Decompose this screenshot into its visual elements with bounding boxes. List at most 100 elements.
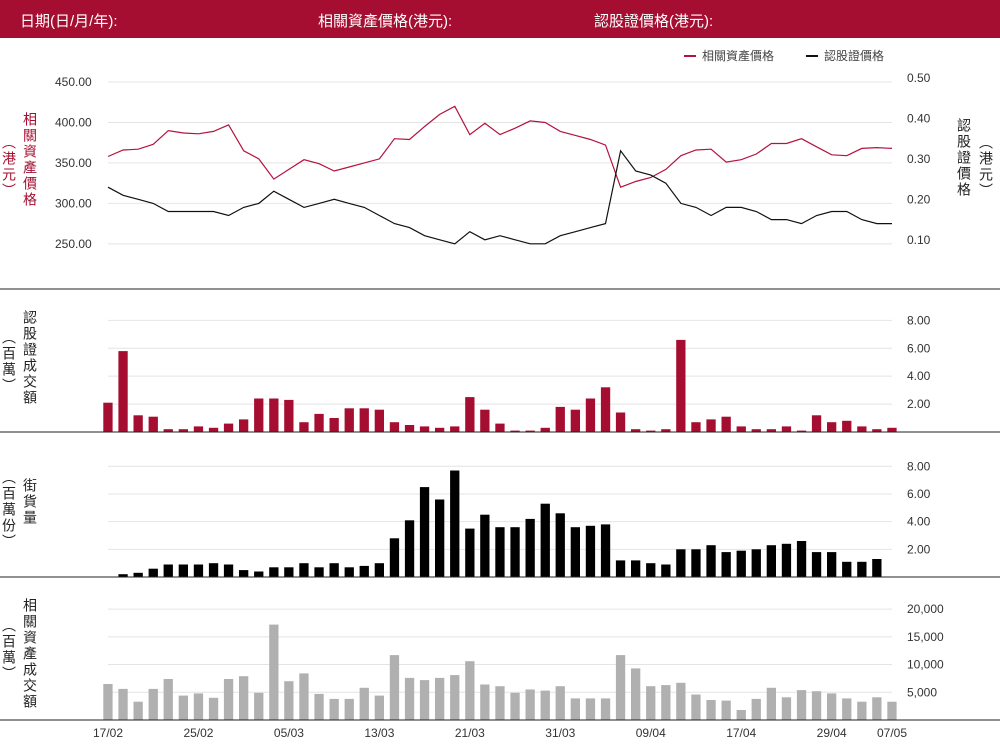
warrant-price-line — [107, 149, 892, 245]
underlying-turnover-bar — [570, 698, 580, 720]
warrant-turnover-bar — [465, 397, 475, 432]
street-bar — [163, 564, 173, 577]
street-tick-label: 4.00 — [907, 515, 931, 529]
warrant-turnover-bar — [721, 416, 731, 432]
street-bar — [495, 527, 505, 577]
underlying-turnover-bar — [239, 676, 249, 720]
underlying-turnover-bar — [615, 655, 626, 720]
warrant-turnover-bar — [872, 429, 882, 432]
underlying-turnover-bar — [540, 690, 550, 720]
right-tick-label: 0.40 — [907, 111, 931, 125]
warrant-turnover-tick-label: 4.00 — [907, 369, 931, 383]
warrant-turnover-bar — [570, 409, 580, 432]
street-bar — [178, 564, 188, 577]
underlying-turnover-bar — [435, 677, 445, 720]
warrant-turnover-bar — [540, 427, 550, 432]
underlying-turnover-tick-label: 5,000 — [907, 685, 937, 699]
street-bar — [646, 563, 656, 577]
street-bar — [269, 567, 279, 577]
underlying-turnover-bar — [419, 680, 430, 720]
warrant-turnover-tick-label: 6.00 — [907, 341, 931, 355]
street-bar — [329, 563, 339, 577]
underlying-price-axis-unit: （港元） — [1, 135, 17, 199]
underlying-turnover-bar — [450, 675, 460, 720]
warrant-turnover-bar — [284, 399, 294, 432]
street-bar — [510, 527, 520, 577]
warrant-turnover-bar — [751, 429, 761, 432]
underlying-turnover-bar — [691, 694, 701, 720]
street-bar — [600, 524, 611, 577]
street-bar — [465, 528, 475, 577]
street-panel: 2.00 4.00 6.00 8.00 — [108, 459, 931, 577]
warrant-turnover-bar — [148, 416, 158, 432]
x-tick-label: 09/04 — [636, 726, 666, 740]
warrant-turnover-bar — [827, 422, 837, 432]
left-tick-label: 250.00 — [55, 237, 92, 251]
warrant-turnover-bar — [118, 351, 128, 432]
warrant-price-axis-title: 認股證價格 — [956, 118, 972, 198]
warrant-turnover-bar — [344, 408, 354, 432]
underlying-price-label: 相關資產價格(港元): — [318, 13, 453, 30]
x-tick-label: 17/02 — [93, 726, 123, 740]
street-bar — [525, 518, 535, 577]
warrant-turnover-bar — [646, 430, 656, 432]
underlying-turnover-bar — [223, 679, 234, 720]
underlying-turnover-bar — [766, 687, 776, 720]
warrant-turnover-bar — [887, 427, 897, 432]
warrant-turnover-bar — [495, 423, 505, 432]
street-bar — [857, 561, 867, 577]
price-legend: 相關資產價格 認股證價格 — [684, 48, 884, 63]
underlying-turnover-bar — [148, 688, 158, 720]
underlying-turnover-bar — [811, 691, 822, 720]
underlying-turnover-bar — [631, 668, 641, 720]
underlying-turnover-bar — [118, 688, 128, 720]
warrant-turnover-bar — [254, 398, 264, 432]
street-bar — [118, 574, 128, 577]
right-tick-label: 0.50 — [907, 71, 931, 85]
warrant-turnover-bar — [404, 425, 415, 432]
underlying-turnover-bar — [465, 661, 475, 720]
warrant-turnover-bar — [525, 430, 535, 432]
underlying-turnover-axis-title: 相關資產成交額 — [22, 598, 38, 710]
warrant-turnover-bar — [631, 429, 641, 432]
warrant-turnover-bar — [811, 415, 822, 432]
street-bar — [193, 564, 204, 577]
left-tick-label: 350.00 — [55, 156, 92, 170]
left-tick-label: 400.00 — [55, 115, 92, 129]
underlying-turnover-bar — [480, 684, 490, 720]
underlying-turnover-bar — [103, 684, 113, 720]
street-bar — [811, 552, 822, 577]
underlying-turnover-bar — [887, 701, 897, 720]
x-tick-label: 31/03 — [545, 726, 575, 740]
street-bar — [419, 487, 430, 577]
street-tick-label: 8.00 — [907, 459, 931, 473]
right-tick-label: 0.10 — [907, 233, 931, 247]
warrant-turnover-bar — [691, 422, 701, 432]
warrant-turnover-bar — [842, 420, 852, 432]
underlying-turnover-bar — [284, 681, 294, 720]
street-bar — [344, 567, 354, 577]
street-bar — [389, 538, 400, 577]
street-bar — [842, 561, 852, 577]
underlying-turnover-bar — [133, 701, 143, 720]
underlying-turnover-bar — [193, 693, 204, 720]
warrant-turnover-bar — [389, 422, 400, 432]
warrant-turnover-tick-label: 8.00 — [907, 313, 931, 327]
legend-underlying: 相關資產價格 — [702, 48, 774, 63]
underlying-turnover-bar — [706, 700, 716, 720]
underlying-turnover-bar — [344, 698, 354, 720]
street-bar — [208, 563, 219, 577]
warrant-turnover-bar — [510, 430, 520, 432]
warrant-turnover-bar — [208, 427, 219, 432]
warrant-turnover-bar — [781, 426, 792, 432]
underlying-turnover-bar — [751, 698, 761, 720]
x-tick-label: 21/03 — [455, 726, 485, 740]
underlying-turnover-bar — [329, 698, 339, 720]
street-bar — [661, 564, 671, 577]
street-bar — [631, 560, 641, 577]
underlying-price-axis-title: 相關資產價格 — [22, 112, 38, 208]
underlying-turnover-bar — [254, 692, 264, 720]
warrant-turnover-bar — [103, 402, 113, 432]
street-bar — [540, 503, 550, 577]
street-bar — [796, 541, 807, 577]
